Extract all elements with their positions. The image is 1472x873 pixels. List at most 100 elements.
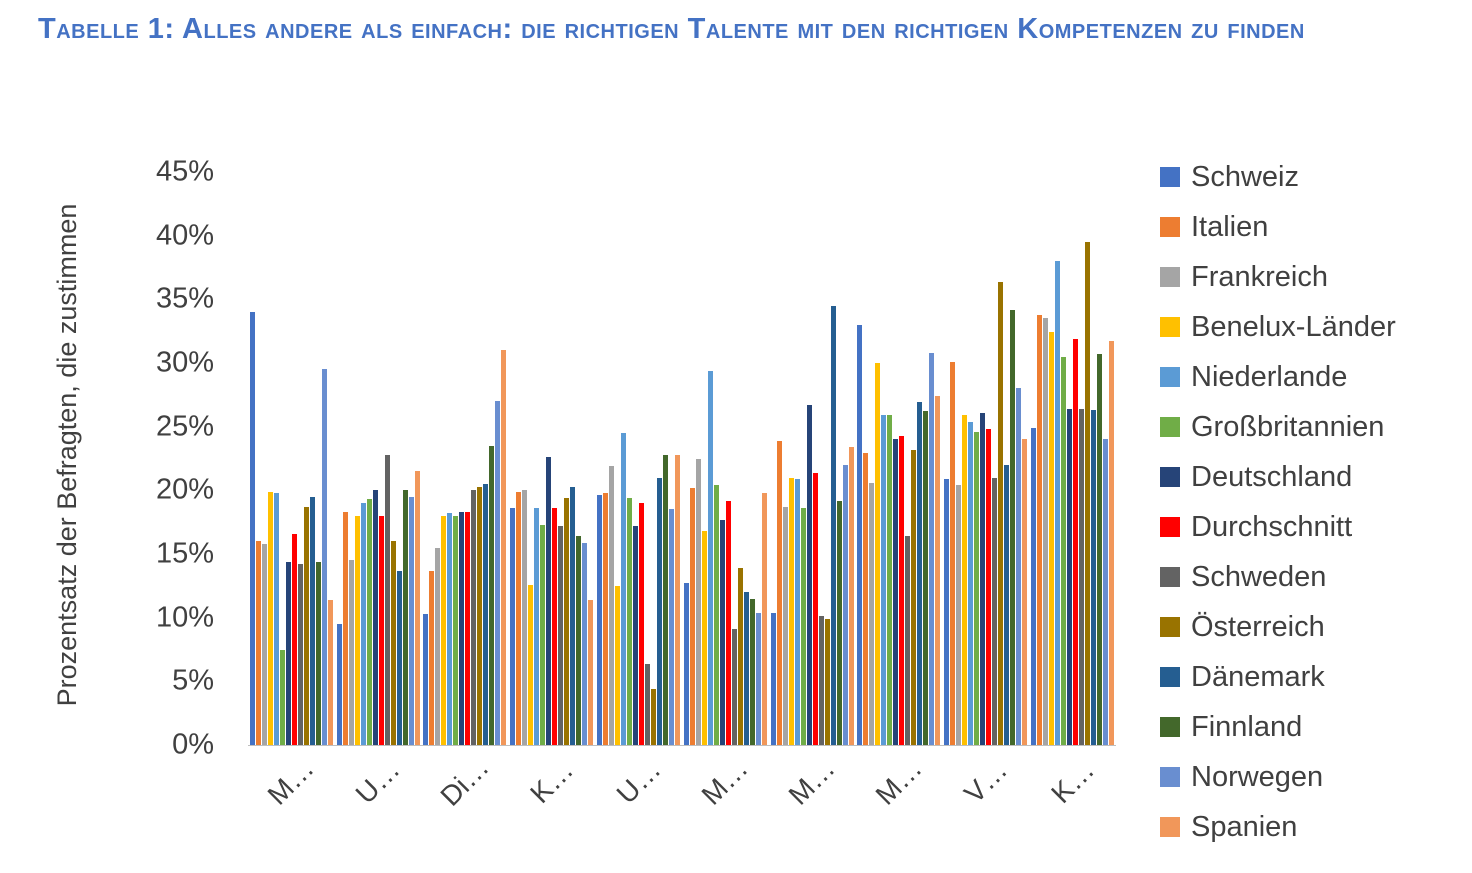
- bar-group: [248, 172, 335, 745]
- bar-Großbritannien: [453, 515, 459, 745]
- bar-Italien: [255, 541, 261, 745]
- bar-Frankreich: [435, 547, 441, 745]
- bar-group: [595, 172, 682, 745]
- bar-Österreich: [651, 688, 657, 745]
- legend-item: Finnland: [1160, 702, 1396, 752]
- bar-Österreich: [737, 568, 743, 745]
- x-tick-label: M…: [869, 752, 928, 811]
- bar-Dänemark: [1004, 464, 1010, 745]
- bar-Benelux-Länder: [701, 531, 707, 745]
- legend-swatch-icon: [1160, 767, 1180, 787]
- chart-title: Tabelle 1: Alles andere als einfach: die…: [38, 13, 1305, 45]
- y-axis-title: Prozentsatz der Befragten, die zustimmen: [52, 203, 82, 707]
- x-tick-label: K…: [1044, 754, 1100, 810]
- bar-Schweiz: [510, 508, 516, 745]
- plot-area: [248, 172, 1116, 746]
- y-tick-label: 25%: [155, 410, 214, 443]
- bar-Spanien: [1022, 439, 1028, 745]
- bar-Großbritannien: [974, 431, 980, 745]
- x-tick-label: M…: [782, 752, 841, 811]
- bar-Schweiz: [336, 624, 342, 745]
- legend-label: Finnland: [1191, 710, 1303, 743]
- bar-Italien: [1037, 314, 1043, 745]
- bar-Italien: [863, 453, 869, 745]
- bar-Niederlande: [534, 508, 540, 745]
- bar-Niederlande: [447, 513, 453, 745]
- legend-item: Benelux-Länder: [1160, 302, 1396, 352]
- legend-item: Spanien: [1160, 802, 1396, 852]
- bar-Österreich: [824, 618, 830, 745]
- bar-Frankreich: [522, 490, 528, 745]
- legend-label: Niederlande: [1191, 360, 1348, 393]
- bar-Durchschnitt: [465, 511, 471, 745]
- bar-Frankreich: [782, 506, 788, 745]
- bar-Österreich: [1085, 242, 1091, 745]
- x-tick-cell: U…: [335, 752, 422, 832]
- bar-group: [856, 172, 943, 745]
- bar-Schweden: [645, 663, 651, 745]
- bar-Österreich: [303, 506, 309, 745]
- bar-Schweiz: [944, 478, 950, 745]
- bar-Schweiz: [423, 613, 429, 745]
- bar-Finnland: [663, 454, 669, 745]
- legend-label: Schweden: [1191, 560, 1327, 593]
- x-tick-cell: M…: [248, 752, 335, 832]
- legend-label: Österreich: [1191, 610, 1325, 643]
- bar-Italien: [689, 487, 695, 745]
- bar-Dänemark: [309, 496, 315, 745]
- x-tick-cell: K…: [1029, 752, 1116, 832]
- bar-Deutschland: [1067, 408, 1073, 745]
- bar-Deutschland: [719, 519, 725, 745]
- bar-Spanien: [761, 492, 767, 745]
- legend-item: Dänemark: [1160, 652, 1396, 702]
- bar-Durchschnitt: [725, 500, 731, 745]
- bar-Norwegen: [669, 509, 675, 745]
- bar-Spanien: [414, 471, 420, 745]
- bar-Großbritannien: [627, 497, 633, 745]
- bar-Durchschnitt: [291, 533, 297, 745]
- bar-group: [422, 172, 509, 745]
- bar-Norwegen: [1103, 439, 1109, 745]
- bar-Großbritannien: [887, 415, 893, 745]
- bar-Frankreich: [1043, 318, 1049, 745]
- legend-label: Italien: [1191, 210, 1269, 243]
- y-axis: 45% 40% 35% 30% 25% 20% 15% 10% 5% 0%: [110, 156, 230, 761]
- bar-Finnland: [315, 561, 321, 745]
- bar-Schweden: [818, 616, 824, 745]
- bar-Schweden: [992, 477, 998, 745]
- y-tick-label: 20%: [155, 473, 214, 506]
- bar-Deutschland: [546, 457, 552, 745]
- bar-Spanien: [588, 599, 594, 745]
- bar-Frankreich: [609, 466, 615, 745]
- legend-swatch-icon: [1160, 517, 1180, 537]
- bar-Österreich: [911, 449, 917, 745]
- bar-Schweiz: [597, 495, 603, 745]
- y-tick-label: 40%: [155, 219, 214, 252]
- bar-group: [1029, 172, 1116, 745]
- legend-item: Deutschland: [1160, 452, 1396, 502]
- bar-group: [942, 172, 1029, 745]
- x-tick-label: M…: [261, 752, 321, 811]
- bar-Norwegen: [1016, 388, 1022, 745]
- bar-Benelux-Länder: [615, 585, 621, 745]
- legend-label: Großbritannien: [1191, 410, 1385, 443]
- bar-Schweden: [471, 490, 477, 745]
- legend-swatch-icon: [1160, 667, 1180, 687]
- bar-Dänemark: [570, 486, 576, 745]
- legend-swatch-icon: [1160, 567, 1180, 587]
- bar-Spanien: [1109, 341, 1115, 745]
- bar-Niederlande: [968, 421, 974, 745]
- bar-Benelux-Länder: [441, 515, 447, 745]
- x-tick-label: K…: [523, 754, 579, 810]
- bar-Norwegen: [495, 401, 501, 745]
- legend-item: Frankreich: [1160, 252, 1396, 302]
- x-tick-cell: M…: [769, 752, 856, 832]
- bar-Schweden: [1079, 408, 1085, 745]
- legend-swatch-icon: [1160, 367, 1180, 387]
- bar-Finnland: [1010, 309, 1016, 745]
- bar-Italien: [950, 361, 956, 745]
- legend-item: Niederlande: [1160, 352, 1396, 402]
- bar-group: [508, 172, 595, 745]
- bar-Finnland: [1097, 354, 1103, 745]
